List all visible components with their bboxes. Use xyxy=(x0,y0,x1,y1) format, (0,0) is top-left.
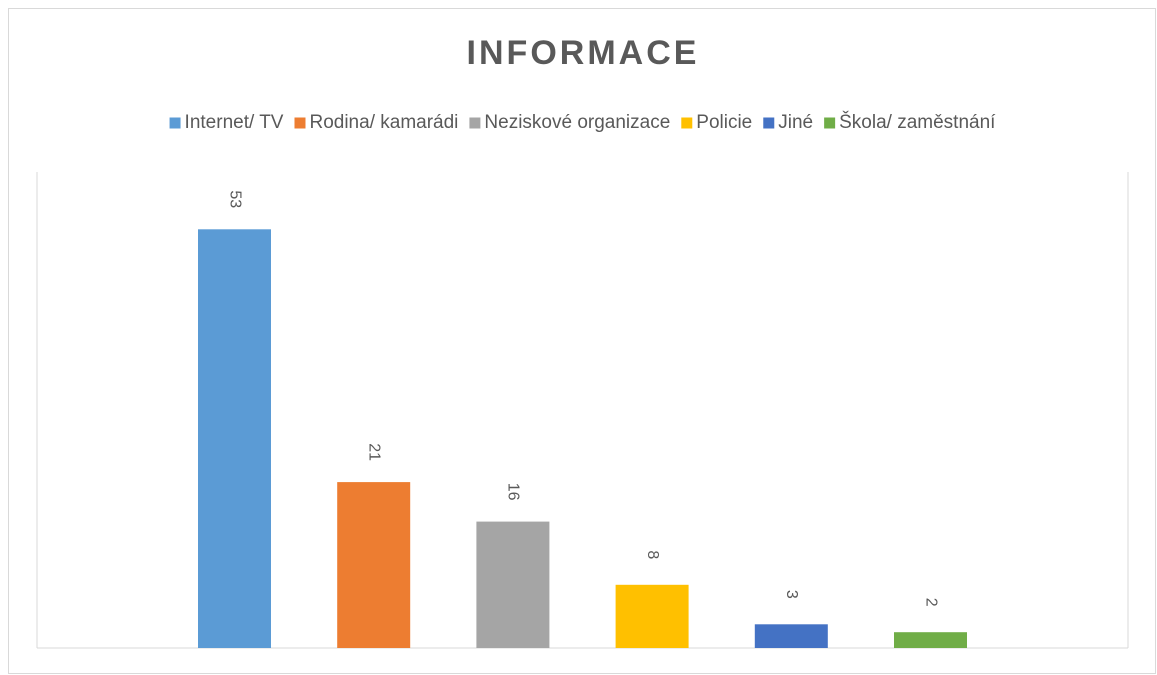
legend-swatch xyxy=(681,117,693,129)
data-label: 2 xyxy=(922,598,939,607)
data-label: 53 xyxy=(226,190,243,208)
bar xyxy=(754,624,828,648)
chart-title: INFORMACE xyxy=(467,34,700,72)
legend-swatch xyxy=(763,117,775,129)
bar xyxy=(337,482,411,648)
legend-label: Škola/ zaměstnání xyxy=(839,111,996,133)
bar xyxy=(198,229,271,649)
data-label: 3 xyxy=(783,590,800,599)
data-label: 8 xyxy=(644,550,661,559)
legend-label: Neziskové organizace xyxy=(484,112,670,133)
data-label: 16 xyxy=(505,483,522,501)
legend-label: Policie xyxy=(696,112,752,133)
legend-label: Internet/ TV xyxy=(185,112,284,133)
legend-label: Rodina/ kamarádi xyxy=(309,112,458,133)
legend-label: Jiné xyxy=(778,112,813,133)
legend-swatch xyxy=(169,117,181,129)
chart-border xyxy=(8,8,1156,674)
bar xyxy=(894,632,967,648)
legend-swatch xyxy=(469,117,481,129)
bar xyxy=(615,584,689,648)
legend-swatch xyxy=(824,117,836,129)
bar xyxy=(476,521,550,648)
legend-swatch xyxy=(294,117,306,129)
data-label: 21 xyxy=(365,443,382,461)
